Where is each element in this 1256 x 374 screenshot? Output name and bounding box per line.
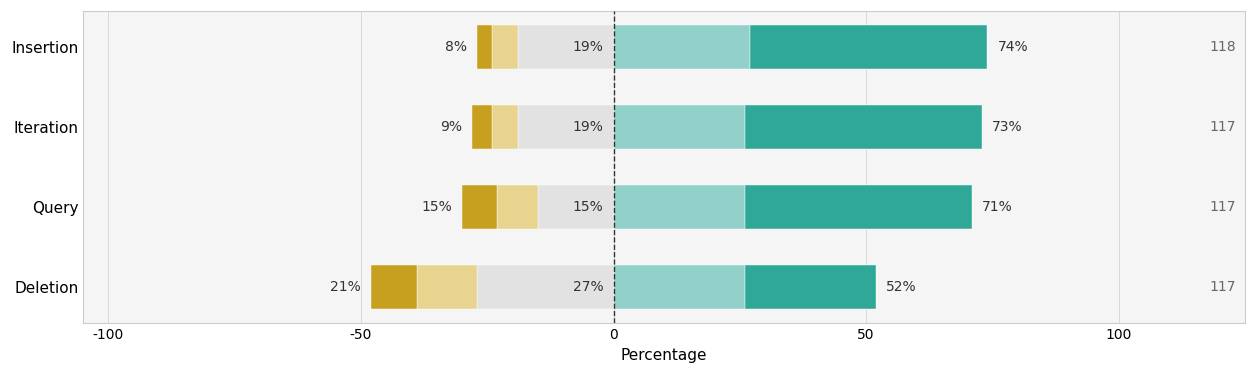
Bar <box>417 265 477 309</box>
Text: 74%: 74% <box>997 40 1027 54</box>
Text: 15%: 15% <box>421 200 452 214</box>
Text: 27%: 27% <box>573 280 603 294</box>
Bar <box>745 185 972 229</box>
Text: 19%: 19% <box>573 120 603 134</box>
Text: 21%: 21% <box>330 280 360 294</box>
Text: 71%: 71% <box>982 200 1014 214</box>
Text: 117: 117 <box>1210 200 1236 214</box>
Text: 73%: 73% <box>992 120 1022 134</box>
Bar <box>613 265 745 309</box>
Bar <box>613 105 745 149</box>
Bar <box>750 25 987 69</box>
Text: 19%: 19% <box>573 40 603 54</box>
Bar <box>497 185 538 229</box>
Bar <box>472 105 492 149</box>
Bar <box>492 105 517 149</box>
X-axis label: Percentage: Percentage <box>620 348 707 363</box>
Text: 8%: 8% <box>445 40 467 54</box>
Bar <box>613 185 745 229</box>
Bar <box>517 25 613 69</box>
Bar <box>538 185 613 229</box>
Bar <box>477 25 492 69</box>
Text: 15%: 15% <box>573 200 603 214</box>
Text: 9%: 9% <box>440 120 462 134</box>
Bar <box>462 185 497 229</box>
Bar <box>517 105 613 149</box>
Bar <box>371 265 417 309</box>
Bar <box>745 105 982 149</box>
Text: 118: 118 <box>1210 40 1236 54</box>
Text: 52%: 52% <box>887 280 917 294</box>
Bar <box>613 25 750 69</box>
Text: 117: 117 <box>1210 120 1236 134</box>
Bar <box>745 265 877 309</box>
Bar <box>492 25 517 69</box>
Bar <box>477 265 613 309</box>
Text: 117: 117 <box>1210 280 1236 294</box>
